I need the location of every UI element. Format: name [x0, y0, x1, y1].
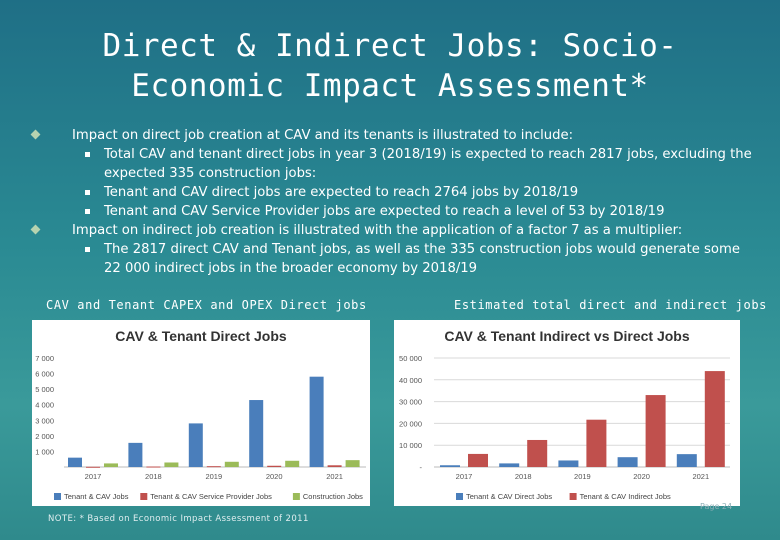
bar	[146, 466, 161, 468]
y-tick-label: 6 000	[35, 370, 54, 379]
bar	[617, 457, 638, 467]
direct-jobs-chart-panel: CAV & Tenant Direct Jobs 1 000 2 000 3 000…	[32, 320, 370, 506]
y-tick-label: 30 000	[399, 398, 422, 407]
legend-swatch	[292, 493, 300, 500]
y-tick-label: 1 000	[35, 447, 54, 456]
sub-bullet: Tenant and CAV Service Provider jobs are…	[52, 202, 752, 221]
square-bullet-icon	[85, 190, 90, 195]
diamond-bullet-icon	[30, 224, 41, 235]
bullet-list: Impact on direct job creation at CAV and…	[30, 126, 752, 278]
bar	[285, 460, 300, 467]
bar	[128, 442, 143, 467]
legend-label: Tenant & CAV Indirect Jobs	[580, 492, 671, 501]
title-line-2: Economic Impact Assessment*	[131, 68, 649, 104]
y-tick-label: 10 000	[399, 441, 422, 450]
bar	[704, 371, 725, 467]
page-number: Page 24	[700, 502, 733, 511]
bar	[527, 439, 548, 467]
bar	[267, 465, 282, 467]
right-chart-label: Estimated total direct and indirect jobs	[454, 298, 767, 312]
indirect-jobs-chart-panel: CAV & Tenant Indirect vs Direct Jobs - 10…	[394, 320, 740, 506]
bar	[676, 454, 697, 467]
y-tick-label: -	[420, 463, 423, 472]
square-bullet-icon	[85, 209, 90, 214]
y-tick-label: 50 000	[399, 354, 422, 363]
legend-swatch	[140, 493, 148, 500]
x-tick-label: 2020	[266, 472, 283, 481]
x-tick-label: 2018	[145, 472, 162, 481]
bullet-2: Impact on indirect job creation is illus…	[30, 221, 752, 240]
bar	[188, 423, 203, 467]
legend-swatch	[54, 493, 61, 500]
legend-label: Tenant & CAV Service Provider Jobs	[150, 492, 272, 501]
diamond-bullet-icon	[30, 129, 41, 140]
bar	[440, 465, 460, 467]
bar	[558, 460, 579, 467]
legend-label: Construction Jobs	[303, 492, 363, 501]
y-tick-label: 5 000	[35, 385, 54, 394]
legend-swatch	[569, 493, 577, 500]
left-chart-label: CAV and Tenant CAPEX and OPEX Direct job…	[46, 298, 367, 312]
bar	[309, 376, 324, 467]
bar	[586, 419, 607, 467]
direct-jobs-chart: 1 000 2 000 3 000 4 000 5 000 6 000 7 000 2017 2…	[35, 354, 366, 501]
y-tick-label: 3 000	[35, 416, 54, 425]
y-tick-label: 7 000	[35, 354, 54, 363]
footnote: NOTE: * Based on Economic Impact Assessm…	[48, 514, 309, 524]
bar	[68, 457, 82, 467]
x-tick-label: 2017	[85, 472, 102, 481]
bar	[327, 465, 342, 467]
bar	[224, 461, 239, 467]
bullet-1: Impact on direct job creation at CAV and…	[30, 126, 752, 145]
square-bullet-icon	[85, 247, 90, 252]
sub-bullet: Total CAV and tenant direct jobs in year…	[52, 145, 752, 183]
legend-label: Tenant & CAV Direct Jobs	[466, 492, 552, 501]
legend-swatch	[456, 493, 463, 500]
bar	[499, 463, 520, 467]
x-tick-label: 2018	[515, 472, 532, 481]
bar	[468, 453, 488, 467]
x-tick-label: 2021	[326, 472, 343, 481]
bar	[345, 460, 360, 467]
bar	[164, 462, 179, 467]
sub-bullet: Tenant and CAV direct jobs are expected …	[52, 183, 752, 202]
bar	[249, 400, 264, 467]
y-tick-label: 2 000	[35, 432, 54, 441]
title-line-1: Direct & Indirect Jobs: Socio-	[102, 28, 678, 64]
y-tick-label: 40 000	[399, 376, 422, 385]
x-tick-label: 2017	[456, 472, 473, 481]
x-tick-label: 2019	[205, 472, 222, 481]
y-tick-label: 20 000	[399, 419, 422, 428]
bar	[206, 466, 221, 468]
x-tick-label: 2021	[692, 472, 709, 481]
legend-label: Tenant & CAV Jobs	[64, 492, 129, 501]
bar	[104, 463, 118, 467]
chart-title: CAV & Tenant Direct Jobs	[115, 328, 287, 344]
indirect-jobs-chart: - 10 000 20 000 30 000 40 000 50 000 2017 2018 2…	[399, 354, 730, 501]
square-bullet-icon	[85, 152, 90, 157]
y-tick-label: 4 000	[35, 401, 54, 410]
chart-title: CAV & Tenant Indirect vs Direct Jobs	[444, 328, 690, 344]
x-tick-label: 2020	[633, 472, 650, 481]
bar	[86, 466, 100, 468]
sub-bullet: The 2817 direct CAV and Tenant jobs, as …	[52, 240, 752, 278]
slide-title: Direct & Indirect Jobs: Socio- Economic …	[40, 26, 740, 106]
x-tick-label: 2019	[574, 472, 591, 481]
bar	[645, 395, 666, 467]
